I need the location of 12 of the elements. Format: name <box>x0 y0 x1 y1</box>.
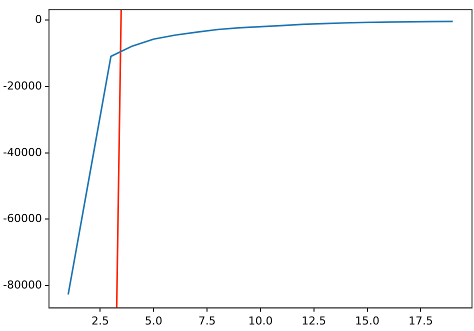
x-tick-label: 2.5 <box>91 314 109 328</box>
x-tick-label: 5.0 <box>144 314 162 328</box>
x-tick-label: 15.0 <box>355 314 380 328</box>
y-tick-label: -60000 <box>2 212 42 226</box>
y-tick-label: -80000 <box>2 278 42 292</box>
y-tick-label: -20000 <box>2 79 42 92</box>
x-tick-label: 12.5 <box>302 314 326 328</box>
y-tick-label: -40000 <box>2 146 42 159</box>
x-tick-label: 10.0 <box>248 314 273 328</box>
y-tick-label: 0 <box>34 13 42 26</box>
x-tick-label: 17.5 <box>408 314 433 328</box>
x-tick-label: 7.5 <box>198 314 216 328</box>
